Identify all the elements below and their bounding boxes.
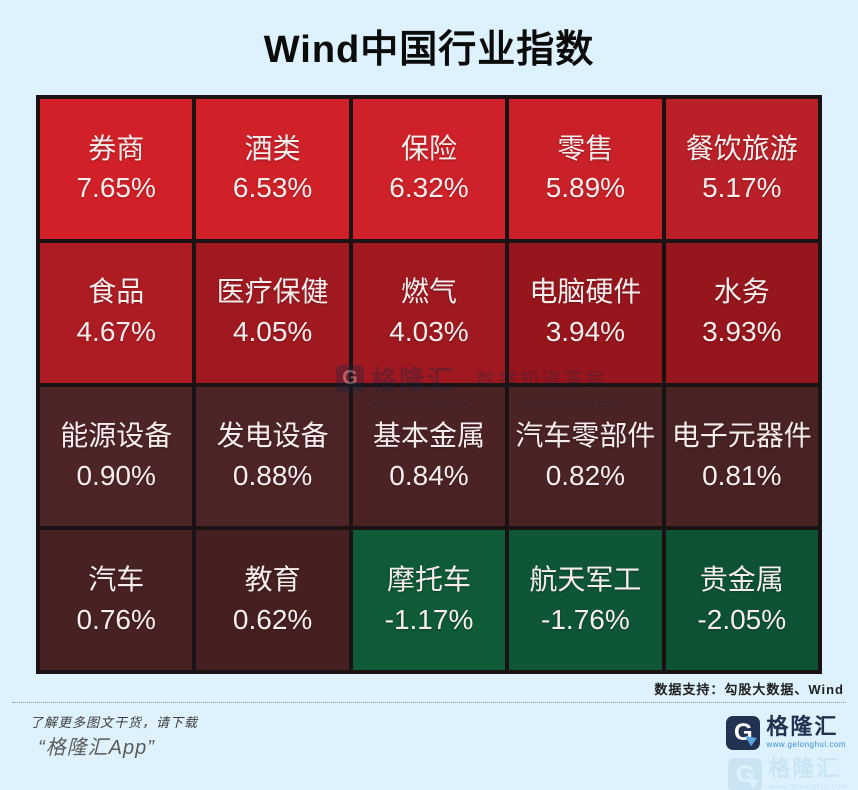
industry-label: 水务 xyxy=(713,276,770,308)
heatmap-cell: 汽车 0.76% xyxy=(40,530,193,670)
heatmap-cell: 保险 6.32% xyxy=(352,99,506,239)
industry-label: 基本金属 xyxy=(372,420,485,452)
industry-label: 券商 xyxy=(88,132,145,164)
heatmap-cell: 券商 7.65% xyxy=(40,99,193,239)
heatmap-cell: 航天军工 -1.76% xyxy=(509,530,662,670)
industry-change-value: 6.53% xyxy=(232,172,313,204)
industry-label: 汽车零部件 xyxy=(515,420,656,452)
industry-change-value: -2.05% xyxy=(697,603,787,635)
industry-label: 电子元器件 xyxy=(671,420,812,452)
dotted-divider xyxy=(12,702,846,703)
gelonghui-logo-ghost: G 格隆汇 www.gelonghui.com xyxy=(728,758,848,790)
heatmap-cell: 燃气 4.03% xyxy=(352,242,506,383)
industry-label: 摩托车 xyxy=(386,563,471,595)
industry-change-value: 3.94% xyxy=(545,316,626,348)
industry-label: 保险 xyxy=(400,132,457,164)
industry-change-value: 0.88% xyxy=(232,459,313,491)
industry-label: 零售 xyxy=(557,132,614,164)
industry-change-value: -1.76% xyxy=(541,603,630,635)
industry-label: 餐饮旅游 xyxy=(685,132,798,164)
gelonghui-g-icon-ghost: G xyxy=(728,758,763,790)
industry-change-value: 4.67% xyxy=(76,316,156,348)
heatmap-cell: 能源设备 0.90% xyxy=(40,386,193,527)
logo-text-block: 格隆汇 www.gelonghui.com xyxy=(768,758,848,790)
gelonghui-g-icon: G xyxy=(726,716,761,750)
logo-text-block: 格隆汇 www.gelonghui.com xyxy=(766,716,846,749)
logo-brand-name: 格隆汇 xyxy=(766,714,839,739)
industry-change-value: 0.90% xyxy=(76,459,156,491)
industry-change-value: 0.76% xyxy=(76,603,156,635)
logo-letter: G xyxy=(736,761,755,788)
heatmap-cell: 电脑硬件 3.94% xyxy=(509,242,662,383)
heatmap-grid: 券商 7.65% 酒类 6.53% 保险 6.32% 零售 5.89% 餐饮旅游 5.17% 食品 4… xyxy=(36,95,822,674)
industry-change-value: 5.17% xyxy=(702,172,782,204)
industry-change-value: 0.81% xyxy=(702,459,782,491)
heatmap-cell: 食品 4.67% xyxy=(40,242,193,383)
industry-change-value: 5.89% xyxy=(545,172,626,204)
heatmap-cell: 电子元器件 0.81% xyxy=(665,386,818,527)
industry-label: 医疗保健 xyxy=(216,276,329,308)
logo-brand-name: 格隆汇 xyxy=(768,756,841,781)
promo-text: 了解更多图文干货，请下载 xyxy=(30,715,199,730)
industry-change-value: 0.62% xyxy=(232,603,313,635)
industry-label: 发电设备 xyxy=(216,420,329,452)
industry-change-value: 0.82% xyxy=(545,459,626,491)
heatmap-cell: 基本金属 0.84% xyxy=(352,386,506,527)
industry-change-value: 3.93% xyxy=(702,316,782,348)
industry-change-value: 6.32% xyxy=(389,172,469,204)
heatmap-cell: 贵金属 -2.05% xyxy=(665,530,818,670)
heatmap-cell: 发电设备 0.88% xyxy=(196,386,349,527)
industry-label: 电脑硬件 xyxy=(529,276,642,308)
industry-label: 食品 xyxy=(88,276,145,308)
industry-label: 航天军工 xyxy=(529,563,642,595)
heatmap-cell: 餐饮旅游 5.17% xyxy=(665,99,818,239)
industry-label: 汽车 xyxy=(88,563,145,595)
industry-change-value: 4.05% xyxy=(232,316,313,348)
logo-url: www.gelonghui.com xyxy=(768,782,848,790)
page-title: Wind中国行业指数 xyxy=(263,29,595,71)
industry-label: 教育 xyxy=(244,563,301,595)
industry-label: 能源设备 xyxy=(60,420,173,452)
heatmap-cell: 零售 5.89% xyxy=(509,99,662,239)
heatmap-cell: 酒类 6.53% xyxy=(196,99,349,239)
industry-change-value: -1.17% xyxy=(384,603,474,635)
data-source-note: 数据支持：勾股大数据、Wind xyxy=(654,682,844,697)
heatmap-cell: 摩托车 -1.17% xyxy=(352,530,506,670)
industry-label: 贵金属 xyxy=(699,563,784,595)
logo-url: www.gelonghui.com xyxy=(766,740,846,749)
industry-change-value: 0.84% xyxy=(389,459,469,491)
heatmap-cell: 教育 0.62% xyxy=(196,530,349,670)
industry-label: 酒类 xyxy=(244,132,301,164)
industry-change-value: 4.03% xyxy=(389,316,469,348)
gelonghui-logo: G 格隆汇 www.gelonghui.com xyxy=(726,716,846,750)
logo-letter: G xyxy=(734,719,753,746)
promo-app-name: “格隆汇App” xyxy=(38,737,155,759)
heatmap-cell: 汽车零部件 0.82% xyxy=(509,386,662,527)
heatmap-cell: 水务 3.93% xyxy=(665,242,818,383)
industry-change-value: 7.65% xyxy=(76,172,156,204)
heatmap-cell: 医疗保健 4.05% xyxy=(196,242,349,383)
industry-label: 燃气 xyxy=(400,276,457,308)
